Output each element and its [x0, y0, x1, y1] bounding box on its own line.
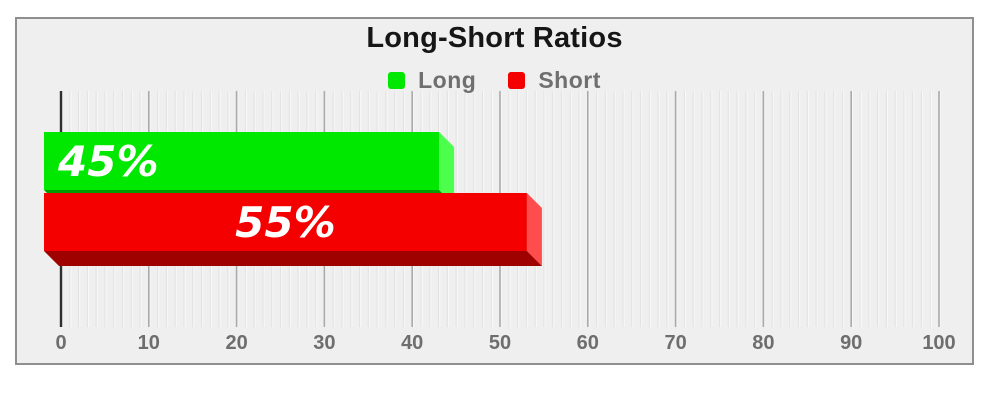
- chart-title: Long-Short Ratios: [366, 22, 623, 54]
- bar-value-label: 55%: [235, 198, 336, 247]
- x-tick-label: 100: [922, 332, 955, 354]
- bar-front-face: [44, 193, 527, 251]
- bar-bottom-face: [44, 251, 542, 266]
- x-tick-label: 40: [401, 332, 423, 354]
- x-tick-label: 60: [577, 332, 599, 354]
- x-tick-label: 80: [752, 332, 774, 354]
- x-tick-label: 20: [225, 332, 247, 354]
- bar-side-face: [526, 193, 542, 266]
- x-axis-tick-labels: 0 10 20 30 40 50 60 70 80 90 100: [55, 332, 955, 354]
- bar-side-face: [439, 132, 455, 205]
- x-tick-label: 10: [138, 332, 160, 354]
- legend-label-short: Short: [538, 67, 601, 93]
- legend-item-short[interactable]: Short: [508, 69, 601, 92]
- legend-swatch-long-icon: [388, 72, 406, 89]
- bar-value-label: 45%: [57, 137, 159, 186]
- x-tick-label: 50: [489, 332, 511, 354]
- legend-swatch-short-icon: [508, 72, 526, 89]
- bar-short[interactable]: 55%: [44, 193, 542, 266]
- x-tick-label: 0: [55, 332, 66, 354]
- legend-item-long[interactable]: Long: [388, 69, 476, 92]
- x-tick-label: 90: [840, 332, 862, 354]
- legend-label-long: Long: [418, 67, 477, 93]
- bar-front-face: [44, 132, 440, 190]
- x-tick-label: 70: [664, 332, 686, 354]
- x-tick-label: 30: [313, 332, 335, 354]
- legend: Long Short: [15, 69, 974, 92]
